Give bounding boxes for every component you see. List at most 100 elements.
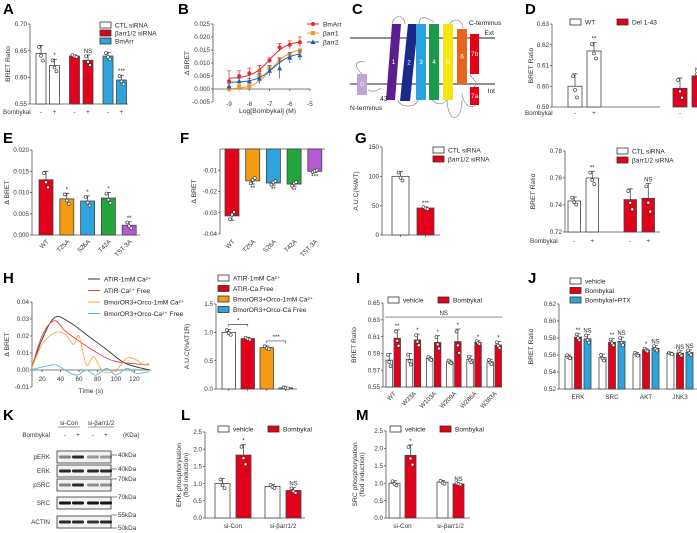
bar-group-item xyxy=(391,170,410,236)
data-point xyxy=(442,481,447,486)
data-point xyxy=(408,456,413,461)
bar xyxy=(245,148,261,182)
helix-4 xyxy=(429,24,439,100)
bracket-label: * xyxy=(237,319,240,325)
y-axis-label: BRET Ratio xyxy=(5,46,12,82)
series-line xyxy=(30,364,150,376)
y-tick-label: 0.56 xyxy=(544,352,557,359)
bar-group-item: NS xyxy=(691,68,697,108)
bar-group-item: ** xyxy=(286,148,302,194)
legend-label: CTL siRNA xyxy=(632,149,665,156)
x-tick-label: si-Con xyxy=(224,523,243,530)
bar-group-item: NS xyxy=(641,177,655,233)
helix-label: 3 xyxy=(419,59,423,66)
bar-group-item xyxy=(224,148,240,222)
data-point xyxy=(573,88,577,92)
data-point xyxy=(449,361,453,366)
legend-label: βarr1/2 siRNA xyxy=(115,31,157,38)
bar-group-item: NS xyxy=(82,49,94,105)
y-axis-label: Δ BRET xyxy=(4,180,11,204)
panel-letter-h: H xyxy=(3,270,14,287)
triangle-marker xyxy=(287,55,293,60)
legend-item: CTL siRNA xyxy=(616,147,665,156)
bar-group-item: ** xyxy=(265,148,281,193)
y-tick-label: 50 xyxy=(372,203,380,210)
bar xyxy=(404,454,417,519)
bar-group-item: NS xyxy=(452,477,465,519)
panel-letter-e: E xyxy=(3,130,13,147)
legend-label: BmorOR3+Orco-1mM Ca²⁺ xyxy=(233,297,314,304)
data-point xyxy=(676,349,681,354)
significance-label: ** xyxy=(590,165,595,171)
bar xyxy=(416,207,435,236)
x-tick-label: S26A xyxy=(76,238,92,254)
legend-swatch xyxy=(217,425,230,433)
bar xyxy=(452,483,465,519)
bar xyxy=(224,148,240,217)
bar xyxy=(214,483,231,519)
data-point xyxy=(394,483,399,488)
data-point xyxy=(41,58,45,63)
bar-group-item: * xyxy=(59,187,75,236)
data-point xyxy=(457,351,461,355)
bar-group-item xyxy=(567,195,581,233)
bracket-label: NS xyxy=(440,311,448,317)
y-tick-label: -0.005 xyxy=(192,99,210,106)
circle-marker xyxy=(237,74,242,78)
legend-swatch xyxy=(387,296,400,304)
bar-group-item: ** xyxy=(245,148,261,192)
x-tick-label: 60 xyxy=(75,376,83,383)
helix-label: 2 xyxy=(407,60,411,67)
bar xyxy=(676,352,684,390)
bar-group-item xyxy=(385,352,393,388)
bar-group-item: * xyxy=(454,323,462,388)
bar-group-item: * xyxy=(494,336,502,388)
bar-group-item xyxy=(240,335,255,390)
bar-group-item: *** xyxy=(416,201,435,236)
data-point xyxy=(125,220,129,225)
significance-label: NS xyxy=(583,329,591,335)
data-point xyxy=(487,357,491,362)
data-point xyxy=(37,45,41,49)
data-point xyxy=(414,333,418,338)
data-point xyxy=(686,348,690,353)
x-tick-label: T25A xyxy=(56,238,72,254)
significance-label: NS xyxy=(676,345,684,351)
legend-swatch xyxy=(437,296,450,304)
ext-label: Ext xyxy=(484,30,494,37)
helix-7b xyxy=(470,34,479,74)
significance-label: * xyxy=(66,187,69,193)
data-point xyxy=(621,343,625,348)
significance-label: *** xyxy=(422,201,430,207)
significance-label: ** xyxy=(271,187,276,193)
bar xyxy=(446,361,454,388)
data-point xyxy=(314,168,319,173)
y-tick-label: 0.58 xyxy=(544,335,557,342)
legend-swatch xyxy=(99,29,112,37)
band xyxy=(87,455,99,459)
treatment-sign: - xyxy=(573,238,575,245)
legend-item: ATIR-Ca Free xyxy=(217,285,274,293)
circle-marker xyxy=(277,45,282,50)
bar-group-item: NS xyxy=(676,345,684,390)
x-tick-label: 40 xyxy=(57,376,65,383)
treatment-label: Bombykal xyxy=(22,432,50,439)
legend-swatch xyxy=(217,285,230,292)
data-point xyxy=(119,79,124,84)
data-point xyxy=(117,74,122,78)
treatment-sign: - xyxy=(107,109,109,116)
data-point xyxy=(269,182,274,187)
legend-swatch xyxy=(616,156,629,164)
significance-label: NS xyxy=(289,482,297,488)
blot-header-si-con: si-Con xyxy=(60,420,79,427)
data-point xyxy=(406,445,411,449)
helix-2 xyxy=(400,24,418,101)
data-point xyxy=(230,212,234,217)
treatment-sign: + xyxy=(53,109,57,116)
data-point xyxy=(407,359,412,363)
bar-group-item xyxy=(672,77,688,108)
data-point xyxy=(466,354,471,359)
significance-label: * xyxy=(86,190,89,196)
y-tick-label: 0.65 xyxy=(15,48,28,55)
y-tick-label: 0.03 xyxy=(17,316,30,323)
